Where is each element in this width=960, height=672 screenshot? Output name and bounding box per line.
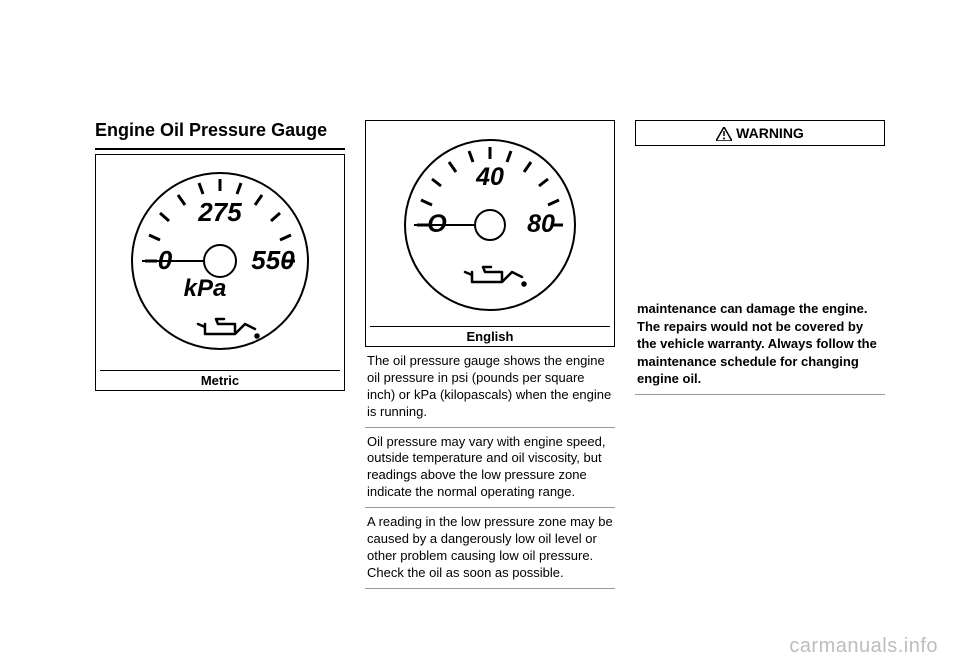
english-mid-label: 40	[475, 163, 504, 191]
oil-can-icon	[465, 267, 526, 286]
column-1: Engine Oil Pressure Gauge	[95, 120, 345, 589]
metric-mid-label: 275	[197, 197, 242, 227]
oil-can-icon	[198, 319, 259, 338]
english-high-label: 80	[527, 210, 555, 238]
paragraph-2: Oil pressure may vary with engine speed,…	[365, 428, 615, 509]
warning-triangle-icon	[716, 127, 732, 141]
paragraph-1: The oil pressure gauge shows the engine …	[365, 347, 615, 428]
english-caption: English	[370, 326, 610, 344]
metric-unit-label: kPa	[184, 275, 227, 302]
warning-box: WARNING	[635, 120, 885, 146]
section-heading: Engine Oil Pressure Gauge	[95, 120, 345, 150]
english-gauge-figure: 40 O 80 English	[365, 120, 615, 347]
column-2: 40 O 80 English The oil pressure gauge s…	[365, 120, 615, 589]
warning-label: WARNING	[736, 125, 804, 141]
english-gauge-svg: 40 O 80	[375, 127, 605, 322]
metric-caption: Metric	[100, 370, 340, 388]
metric-gauge-svg: 275 0 550 kPa	[105, 161, 335, 366]
paragraph-3: A reading in the low pressure zone may b…	[365, 508, 615, 589]
metric-high-label: 550	[251, 245, 295, 275]
column-3: WARNING maintenance can damage the engin…	[635, 120, 885, 589]
watermark: carmanuals.info	[789, 635, 938, 658]
metric-gauge-figure: 275 0 550 kPa Metric	[95, 154, 345, 391]
warning-text: maintenance can damage the engine. The r…	[635, 296, 885, 395]
